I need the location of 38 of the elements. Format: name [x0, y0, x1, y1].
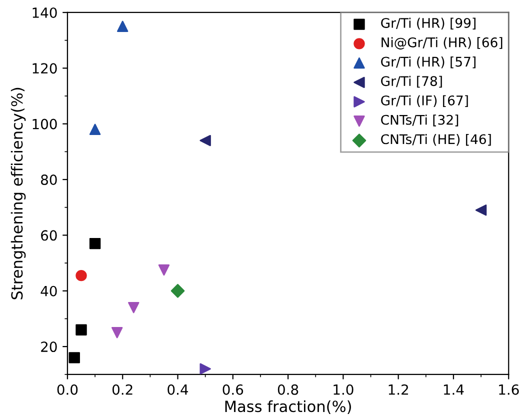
point — [475, 204, 487, 216]
legend-label: Gr/Ti (HR) [57] — [381, 56, 476, 68]
point — [128, 302, 140, 314]
point — [158, 264, 170, 276]
x-tick-label: 1.4 — [444, 384, 464, 395]
x-tick-label: 0.8 — [278, 384, 298, 395]
x-tick-label: 1.6 — [499, 384, 519, 395]
x-tick-label: 0.0 — [57, 384, 78, 395]
point — [76, 270, 87, 282]
point — [111, 327, 123, 338]
point — [117, 20, 128, 32]
y-tick-label: 140 — [32, 7, 57, 18]
y-tick-label: 40 — [40, 286, 57, 296]
point — [76, 324, 87, 336]
legend-label: CNTs/Ti (HE) [46] — [381, 134, 491, 146]
x-tick-label: 0.2 — [112, 384, 132, 395]
x-tick-label: 1.0 — [334, 384, 354, 395]
legend-label: CNTs/Ti [32] — [381, 114, 458, 126]
y-tick-label: 100 — [32, 118, 57, 130]
x-tick-label: 0.6 — [222, 384, 244, 395]
y-tick-label: 60 — [41, 230, 57, 241]
legend-label: Ni@Gr/Ti (HR) [66] — [382, 37, 502, 50]
x-axis-title: Mass fraction(%) — [225, 400, 351, 414]
point — [89, 124, 101, 136]
y-tick-label: 20 — [41, 342, 57, 352]
x-tick-label: 0.4 — [168, 384, 188, 395]
point — [89, 238, 101, 250]
legend-label: Gr/Ti (IF) [67] — [381, 95, 468, 107]
point — [170, 284, 185, 298]
point — [200, 134, 211, 146]
point — [68, 352, 80, 364]
y-tick-label: 120 — [32, 63, 57, 74]
x-tick-label: 1.2 — [388, 384, 408, 395]
y-axis-title: Strengthening efficiency(%) — [10, 88, 26, 300]
legend-label: Gr/Ti (HR) [99] — [381, 18, 476, 30]
point — [200, 363, 211, 374]
y-tick-label: 80 — [41, 174, 57, 185]
legend-label: Gr/Ti [78] — [381, 76, 442, 88]
